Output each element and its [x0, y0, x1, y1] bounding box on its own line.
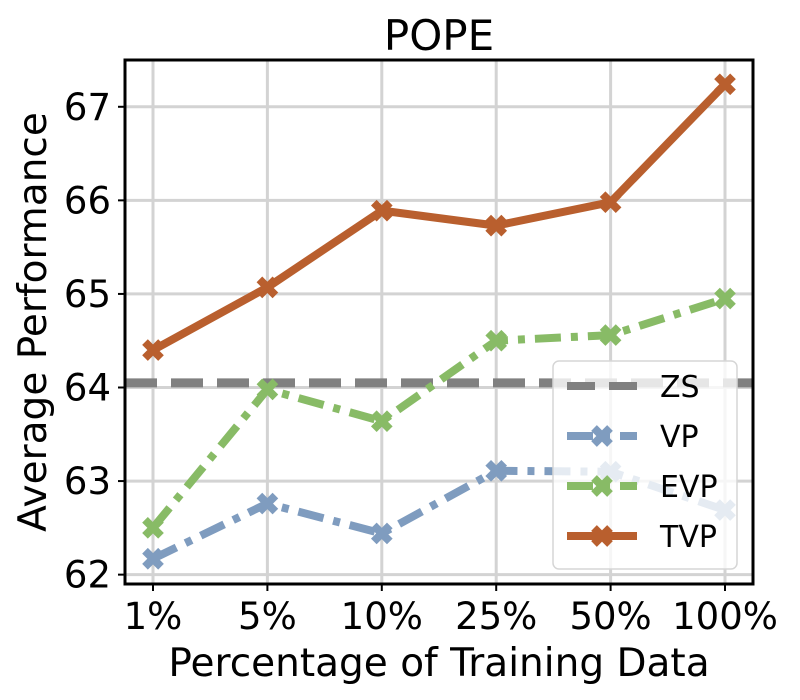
x-tick-label: 5%: [238, 595, 297, 638]
series-tvp-point: [714, 73, 736, 96]
legend-marker: [591, 475, 613, 497]
y-tick-label: 63: [64, 460, 111, 503]
series-evp-point: [142, 517, 164, 539]
x-tick-labels: 1% 5% 10% 25% 50% 100%: [124, 584, 778, 638]
y-tick-labels: 62 63 64 65 66 67: [64, 86, 125, 597]
x-tick-label: 50%: [569, 595, 651, 638]
series-evp-point: [370, 410, 393, 433]
series-evp-point: [485, 329, 508, 352]
legend-item-tvp: TVP: [567, 520, 717, 555]
legend-label: VP: [660, 420, 699, 455]
grid: [125, 60, 753, 584]
legend-marker: [591, 525, 613, 547]
legend-item-vp: VP: [567, 420, 699, 455]
x-axis-label: Percentage of Training Data: [168, 641, 709, 686]
series-vp-point: [485, 459, 508, 482]
x-tick-label: 1%: [124, 595, 183, 638]
series-tvp: [142, 73, 736, 361]
series-evp-point: [714, 287, 736, 310]
legend-label: ZS: [660, 370, 700, 405]
series-vp-point: [370, 522, 393, 545]
legend-box: [552, 360, 738, 570]
series-tvp-line: [151, 81, 728, 354]
y-tick-label: 67: [64, 86, 111, 129]
legend-item-evp: EVP: [567, 470, 718, 505]
y-axis-label: Average Performance: [11, 112, 56, 532]
y-tick-label: 64: [64, 367, 111, 410]
legend-marker: [591, 425, 613, 447]
chart-title: POPE: [384, 11, 494, 60]
legend-item-zs: ZS: [567, 370, 700, 405]
series-tvp-point: [599, 191, 622, 214]
legend-label: EVP: [660, 470, 718, 505]
x-tick-label: 25%: [455, 595, 537, 638]
series-tvp-point: [485, 214, 508, 237]
series-evp-point: [256, 378, 279, 401]
y-tick-label: 65: [64, 273, 111, 316]
series-evp-line: [149, 294, 727, 531]
x-tick-label: 100%: [672, 595, 778, 638]
plot-frame: [123, 58, 755, 586]
y-tick-label: 66: [64, 179, 111, 222]
series-evp-point: [599, 324, 622, 346]
series-tvp-point: [142, 339, 164, 361]
series-vp-point: [142, 547, 164, 570]
series-evp: [142, 287, 736, 539]
legend: ZS VP EVP TVP: [552, 360, 738, 570]
legend-label: TVP: [659, 520, 717, 555]
series-tvp-point: [256, 276, 279, 299]
series-tvp-point: [370, 199, 393, 222]
y-tick-label: 62: [64, 554, 111, 597]
x-tick-label: 10%: [341, 595, 423, 638]
series-vp-point: [256, 492, 279, 515]
